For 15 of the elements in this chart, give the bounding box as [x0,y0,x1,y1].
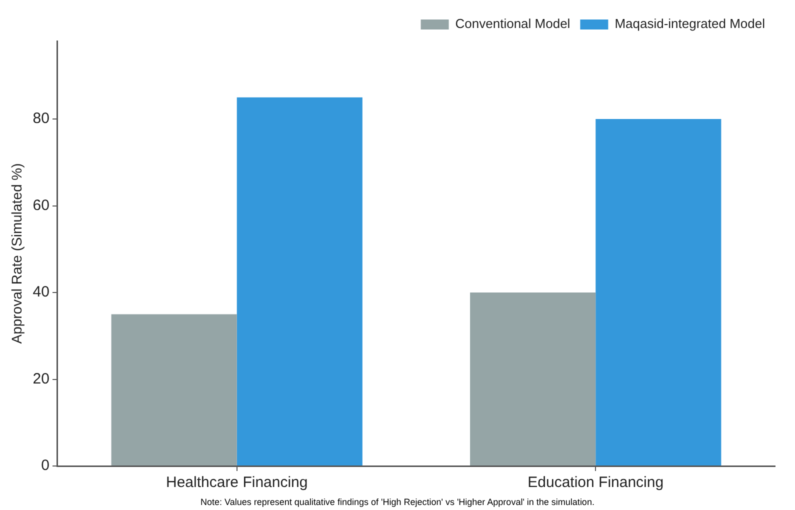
bar [111,314,237,466]
bar [470,292,596,466]
y-axis-title: Approval Rate (Simulated %) [8,163,24,344]
x-tick-label: Healthcare Financing [166,474,308,492]
text: Note: Values represent qualitative findings of 'High Rejection' vs 'Higher Approval' in the simulation. [200,497,596,508]
y-tick-label: 80 [32,110,50,128]
legend-label: Maqasid-integrated Model [614,16,766,32]
bar [236,97,362,466]
legend-label: Conventional Model [455,16,570,32]
bar [596,119,722,466]
y-tick-label: 20 [32,370,50,388]
y-tick-label: 60 [32,196,50,214]
y-tick-label: 40 [32,284,50,301]
y-tick-label: 0 [41,457,50,474]
x-tick-label: Education Financing [528,474,664,492]
